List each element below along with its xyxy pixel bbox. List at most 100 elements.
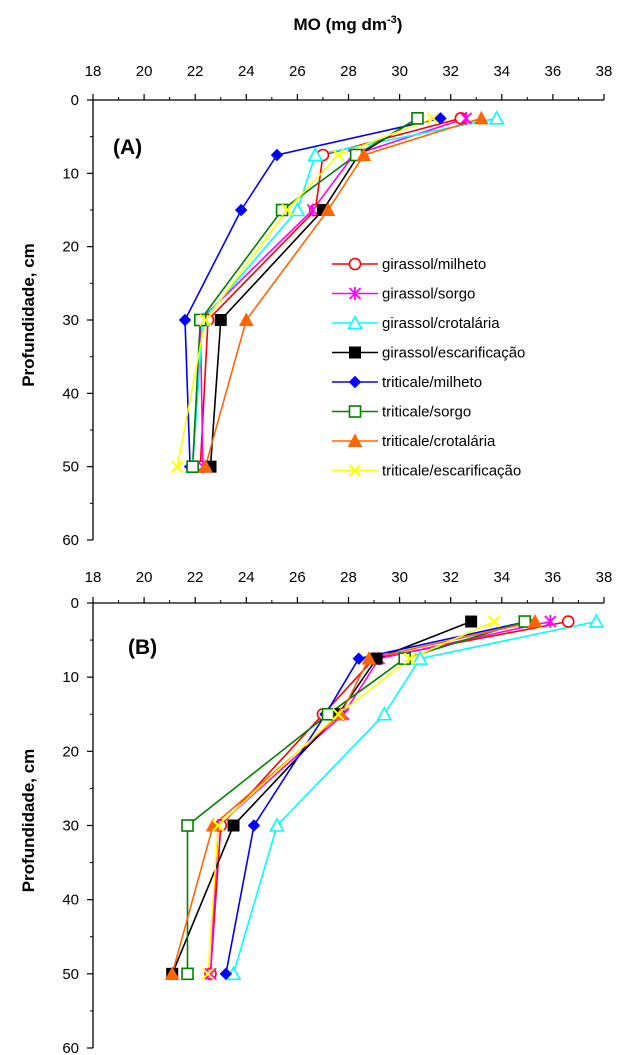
legend-label: girassol/milheto — [382, 256, 486, 273]
y-tick-label: 0 — [71, 595, 79, 612]
y-tick-label: 60 — [62, 1040, 79, 1055]
legend-item: girassol/sorgo — [332, 286, 475, 303]
data-point — [348, 257, 362, 271]
x-tick-label: 32 — [442, 63, 459, 80]
data-point — [426, 112, 440, 125]
x-tick-label: 32 — [442, 569, 459, 586]
data-point — [356, 147, 372, 161]
series-line — [232, 620, 597, 975]
y-tick-label: 40 — [62, 385, 79, 402]
legend-item: girassol/escarificação — [332, 345, 525, 362]
data-point — [348, 375, 362, 389]
y-tick-label: 50 — [62, 966, 79, 983]
data-point — [164, 966, 180, 980]
legend-label: triticale/sorgo — [382, 404, 471, 421]
data-point — [488, 110, 505, 125]
data-point — [412, 650, 428, 665]
y-tick-label: 0 — [71, 92, 79, 109]
data-point — [348, 405, 362, 418]
panel-label: (B) — [128, 636, 157, 659]
data-point — [204, 967, 217, 981]
data-point — [434, 112, 447, 125]
data-point — [280, 203, 294, 217]
data-point — [227, 819, 240, 832]
y-tick-label: 20 — [62, 239, 79, 256]
x-tick-label: 34 — [493, 63, 510, 80]
chart-title-superscript: -3 — [387, 14, 397, 26]
x-tick-label: 38 — [596, 569, 613, 586]
data-point — [289, 201, 306, 217]
panel-label: (A) — [113, 136, 142, 159]
data-point — [459, 111, 473, 125]
panel-a: 18 20 22 24 26 28 30 32 34 36 38 0 10 20 30 40 50 60 Profu… — [19, 63, 612, 549]
x-tick-label: 34 — [493, 569, 510, 586]
x-tick-label: 20 — [136, 569, 153, 586]
x-tick-label: 18 — [85, 569, 102, 586]
data-point — [269, 817, 285, 832]
data-point — [361, 651, 377, 665]
x-tick-label: 22 — [187, 63, 204, 80]
y-tick-label: 50 — [62, 459, 79, 476]
legend-item: triticale/sorgo — [332, 404, 471, 421]
legend-item: girassol/milheto — [332, 256, 486, 273]
data-point — [332, 708, 345, 721]
data-point — [270, 148, 284, 162]
data-point — [214, 314, 227, 326]
legend-item: girassol/crotalária — [332, 314, 500, 332]
data-point — [247, 819, 261, 832]
x-tick-label: 24 — [238, 569, 255, 586]
legend-label: triticale/milheto — [382, 374, 482, 391]
data-point — [186, 460, 199, 473]
data-point — [347, 314, 363, 330]
y-tick-label: 60 — [62, 532, 79, 549]
y-axis-title: Profundidade, cm — [19, 749, 38, 893]
data-point — [234, 203, 248, 217]
panel-b: 18 20 22 24 26 28 30 32 34 36 38 0 10 20 30 40 50 60 Profu… — [19, 569, 612, 1055]
data-point — [348, 464, 362, 477]
data-point — [332, 148, 345, 162]
series-line — [207, 620, 495, 974]
data-point — [352, 652, 365, 665]
x-tick-label: 22 — [187, 569, 204, 586]
data-point — [465, 615, 478, 628]
data-point — [306, 203, 319, 217]
x-tick-label: 26 — [289, 569, 306, 586]
legend-item: triticale/milheto — [332, 374, 482, 391]
x-tick-label: 18 — [85, 63, 102, 80]
series-line — [171, 620, 472, 975]
chart-title: MO (mg dm-3) — [294, 14, 403, 34]
x-tick-label: 38 — [596, 63, 613, 80]
x-tick-label: 26 — [289, 63, 306, 80]
data-point — [376, 706, 393, 721]
y-tick-label: 20 — [62, 743, 79, 760]
data-point — [181, 967, 194, 981]
data-point — [178, 313, 192, 327]
legend-label: triticale/crotalária — [382, 433, 496, 450]
data-point — [561, 615, 575, 628]
y-tick-label: 10 — [62, 165, 79, 182]
legend-label: girassol/crotalária — [382, 315, 500, 332]
data-point — [347, 433, 363, 447]
x-tick-label: 28 — [340, 63, 357, 80]
data-point — [527, 613, 543, 628]
legend-label: triticale/escarificação — [382, 463, 521, 480]
x-tick-label: 30 — [391, 569, 408, 586]
legend-item: triticale/crotalária — [332, 433, 496, 450]
legend-label: girassol/sorgo — [382, 286, 475, 303]
data-point — [238, 312, 254, 326]
series-line — [171, 620, 536, 975]
series-line — [186, 620, 526, 974]
data-point — [474, 110, 489, 125]
x-tick-label: 36 — [545, 63, 562, 80]
y-tick-label: 30 — [62, 312, 79, 329]
data-point — [321, 707, 335, 721]
x-tick-label: 28 — [340, 569, 357, 586]
y-tick-label: 40 — [62, 892, 79, 909]
data-point — [588, 613, 605, 628]
series-line — [209, 620, 551, 974]
legend-label: girassol/escarificação — [382, 345, 525, 362]
legend-item: triticale/escarificação — [332, 463, 521, 480]
data-point — [487, 615, 501, 628]
data-point — [211, 819, 225, 832]
data-point — [219, 967, 233, 981]
